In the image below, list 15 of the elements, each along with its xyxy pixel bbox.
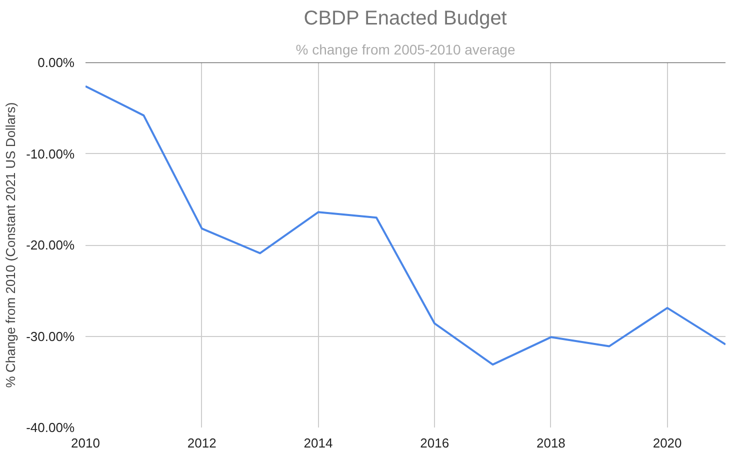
x-tick-label: 2020 — [652, 436, 682, 450]
y-tick-label: -40.00% — [26, 420, 75, 435]
chart-title: CBDP Enacted Budget — [304, 8, 508, 30]
x-tick-label: 2010 — [71, 436, 100, 450]
line-series — [86, 85, 726, 366]
y-axis-title: % Change from 2010 (Constant 2021 US Dollars) — [3, 102, 18, 388]
chart-subtitle: % change from 2005-2010 average — [296, 42, 516, 58]
x-tick-label: 2016 — [420, 436, 450, 450]
y-tick-label: 0.00% — [38, 55, 75, 70]
x-tick-label: 2014 — [304, 436, 333, 450]
y-tick-label: -10.00% — [26, 146, 75, 162]
x-tick-label: 2012 — [187, 436, 216, 450]
y-tick-label: -30.00% — [26, 328, 75, 344]
x-tick-label: 2018 — [536, 436, 566, 450]
y-tick-label: -20.00% — [26, 238, 75, 252]
